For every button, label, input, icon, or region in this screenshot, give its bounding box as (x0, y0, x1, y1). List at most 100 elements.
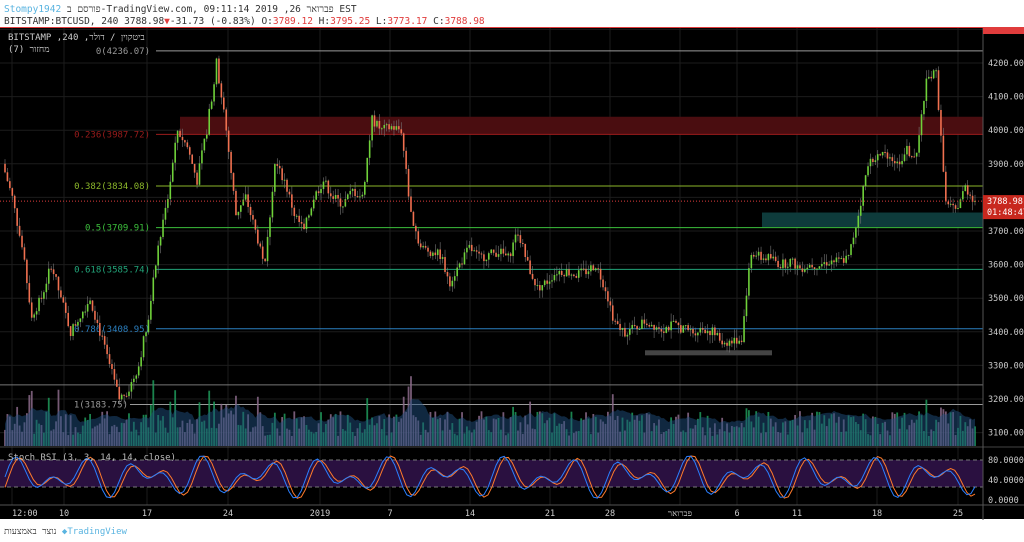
username-link[interactable]: Stompy1942 (4, 4, 62, 15)
stoch-label: Stoch RSI (3, 3, 14, 14, close) (8, 453, 176, 463)
time-tick: 18 (872, 509, 882, 519)
candle-body (604, 287, 607, 292)
candle-body (81, 311, 84, 319)
candle-body (72, 324, 74, 337)
candle-body (261, 246, 264, 259)
candle-body (723, 342, 726, 345)
candle-body (636, 326, 638, 330)
candle-body (363, 181, 366, 195)
time-tick: 25 (953, 509, 963, 519)
candle-body (813, 267, 816, 270)
candle-body (867, 166, 869, 176)
candle-body (276, 164, 279, 166)
low-value: 3773.17 (387, 16, 428, 27)
candle-body (356, 196, 359, 198)
candle-body (599, 268, 602, 280)
candle-body (376, 120, 378, 127)
candle-body (957, 208, 959, 210)
candle-body (937, 70, 940, 110)
candle-body (859, 205, 862, 216)
candle-body (111, 364, 113, 370)
candle-body (410, 196, 412, 212)
candle-body (483, 254, 485, 262)
candle-body (624, 327, 626, 337)
footer-text: נוצר באמצעות (4, 527, 57, 537)
candle-body (774, 256, 777, 261)
candle-body (628, 328, 631, 335)
candle-body (84, 311, 87, 313)
candle-body (594, 268, 597, 271)
fib-level-label: 1(3183.75) (74, 400, 128, 410)
chart-area[interactable]: 0(4236.07) 0.236(3987.72) 0.382(3834.08) 0.… (0, 25, 1024, 520)
candle-body (120, 394, 123, 400)
candle-body (816, 268, 818, 270)
candle-body (548, 281, 551, 284)
candle-body (478, 251, 480, 254)
time-tick: פברואר (668, 509, 692, 519)
candle-body (658, 327, 660, 329)
candle-body (563, 275, 565, 277)
candle-body (621, 327, 624, 330)
candle-body (672, 320, 675, 322)
candle-body (240, 205, 242, 212)
candle-body (655, 327, 658, 330)
candle-body (582, 268, 585, 270)
candle-body (850, 244, 852, 255)
candle-body (697, 332, 699, 336)
candle-body (429, 251, 432, 256)
price-chart[interactable]: 0(4236.07) 0.236(3987.72) 0.382(3834.08) 0.… (0, 25, 1024, 520)
candle-body (4, 163, 6, 173)
candle-body (11, 188, 14, 196)
time-tick: 6 (734, 509, 739, 519)
candle-body (196, 172, 198, 185)
candle-body (512, 242, 514, 257)
time-tick: 7 (387, 509, 392, 519)
candle-body (427, 247, 429, 252)
candle-body (317, 191, 320, 194)
candle-body (565, 269, 568, 277)
candle-body (64, 302, 67, 313)
candle-body (959, 199, 962, 209)
candle-body (334, 194, 337, 199)
candle-body (733, 337, 736, 344)
candle-body (646, 323, 648, 325)
candle-body (33, 314, 35, 318)
candle-body (281, 168, 283, 181)
footer: נוצר באמצעות ◆TradingView (4, 526, 127, 537)
candle-body (47, 268, 50, 284)
candle-body (475, 250, 478, 252)
candle-body (869, 158, 872, 167)
candle-body (278, 165, 281, 169)
symbol-info: BITSTAMP:BTCUSD, 240 3788.98▼-31.73 (-0.… (4, 16, 485, 27)
candle-body (444, 257, 446, 272)
candle-body (872, 158, 874, 163)
candle-body (388, 124, 390, 130)
candle-body (852, 237, 855, 245)
candle-body (592, 265, 595, 271)
candle-body (799, 265, 801, 269)
candle-body (398, 126, 400, 130)
candle-body (590, 265, 592, 272)
candle-body (935, 70, 937, 72)
candle-body (514, 234, 517, 243)
change: -31.73 (-0.83%) (169, 16, 256, 27)
down-arrow-icon: ▼ (164, 16, 170, 27)
top-price-marker (983, 27, 1024, 34)
fib-level-label: 0.382(3834.08) (74, 182, 150, 192)
candle-body (915, 152, 918, 157)
fib-level-label: 0.618(3585.74) (74, 265, 150, 275)
candle-body (96, 319, 99, 323)
candle-body (466, 247, 468, 253)
candle-body (794, 258, 796, 269)
candle-body (735, 337, 738, 344)
candle-body (94, 310, 96, 320)
candle-body (108, 354, 111, 365)
tradingview-brand[interactable]: TradingView (67, 527, 127, 537)
candle-body (940, 109, 942, 136)
candle-body (89, 300, 91, 305)
candle-body (891, 157, 894, 162)
price-tick: 3200.00 (988, 395, 1024, 405)
candle-body (531, 273, 534, 279)
candle-body (371, 115, 373, 141)
candle-body (607, 291, 609, 302)
